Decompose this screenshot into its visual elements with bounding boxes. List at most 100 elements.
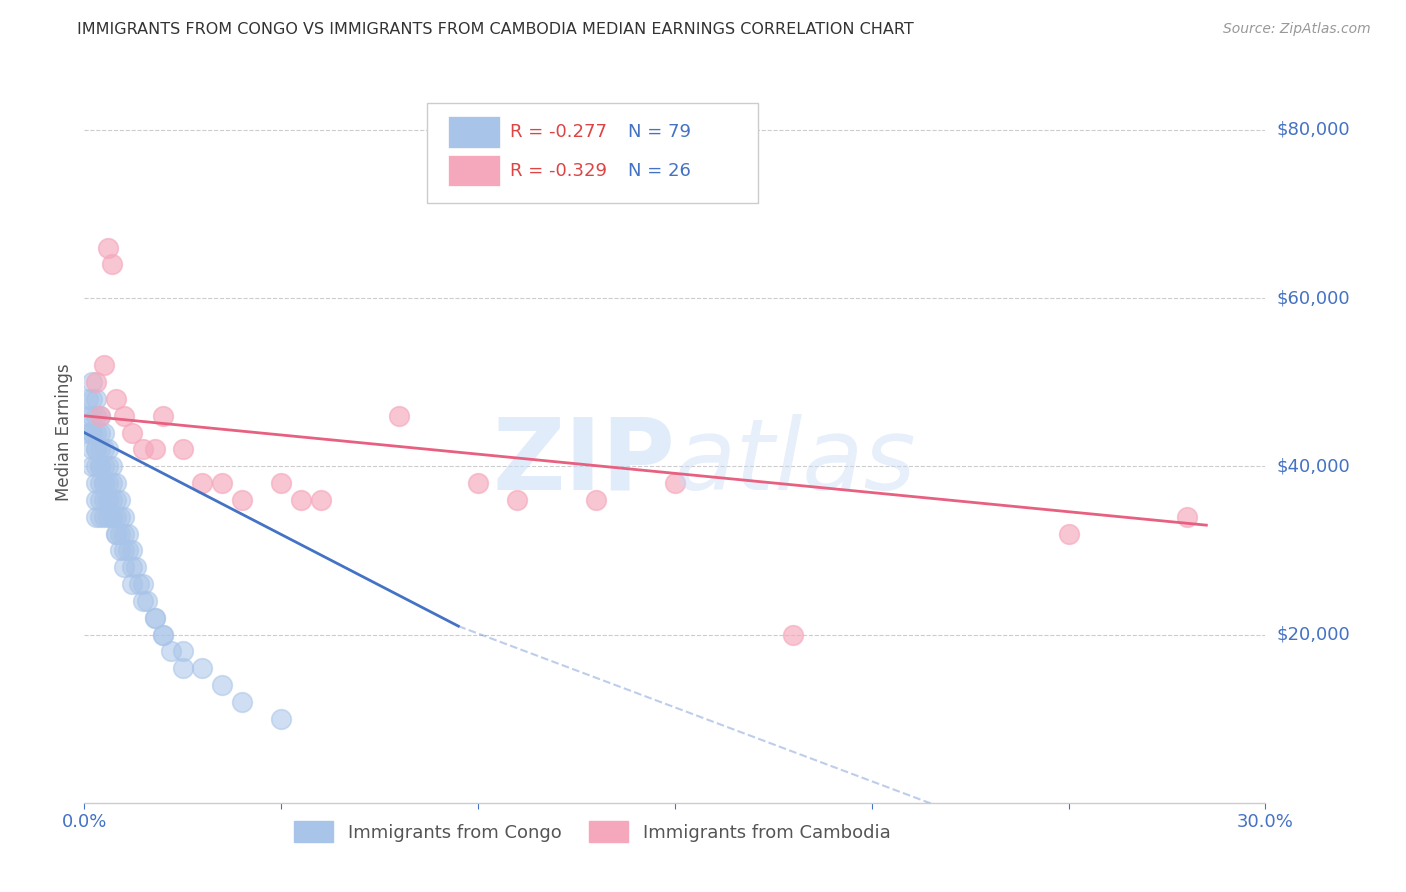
Congo — [101, 509, 124, 524]
Congo — [121, 560, 143, 574]
Congo — [97, 492, 120, 507]
Congo — [112, 526, 135, 541]
Congo — [89, 476, 111, 491]
Congo — [97, 492, 120, 507]
Congo — [112, 509, 135, 524]
Congo — [84, 509, 107, 524]
Text: IMMIGRANTS FROM CONGO VS IMMIGRANTS FROM CAMBODIA MEDIAN EARNINGS CORRELATION CH: IMMIGRANTS FROM CONGO VS IMMIGRANTS FROM… — [77, 22, 914, 37]
Congo — [84, 392, 107, 406]
Congo — [97, 442, 120, 457]
Congo — [77, 392, 100, 406]
Congo — [93, 476, 115, 491]
Congo — [89, 425, 111, 440]
Text: $80,000: $80,000 — [1277, 120, 1350, 139]
Congo — [84, 425, 107, 440]
Congo — [112, 543, 135, 558]
Congo — [152, 627, 174, 641]
Cambodia — [388, 409, 411, 423]
Text: atlas: atlas — [675, 414, 917, 511]
Cambodia — [585, 492, 607, 507]
Congo — [89, 409, 111, 423]
Congo — [93, 492, 115, 507]
Congo — [93, 442, 115, 457]
Cambodia — [97, 240, 120, 255]
Congo — [172, 644, 194, 658]
Text: $40,000: $40,000 — [1277, 458, 1350, 475]
Congo — [121, 577, 143, 591]
Congo — [160, 644, 183, 658]
Congo — [89, 509, 111, 524]
Cambodia — [782, 627, 804, 641]
Cambodia — [290, 492, 312, 507]
Congo — [84, 492, 107, 507]
Congo — [84, 409, 107, 423]
Congo — [89, 442, 111, 457]
Congo — [101, 492, 124, 507]
Congo — [84, 442, 107, 457]
Cambodia — [84, 375, 107, 389]
Congo — [82, 459, 104, 474]
Congo — [82, 425, 104, 440]
Text: Source: ZipAtlas.com: Source: ZipAtlas.com — [1223, 22, 1371, 37]
Congo — [128, 577, 150, 591]
Congo — [108, 492, 131, 507]
Congo — [112, 560, 135, 574]
Congo — [93, 509, 115, 524]
Congo — [89, 459, 111, 474]
Congo — [93, 459, 115, 474]
Congo — [124, 560, 146, 574]
Congo — [101, 459, 124, 474]
Congo — [101, 476, 124, 491]
Cambodia — [112, 409, 135, 423]
Cambodia — [506, 492, 529, 507]
Congo — [152, 627, 174, 641]
Cambodia — [152, 409, 174, 423]
Congo — [191, 661, 214, 675]
Congo — [82, 375, 104, 389]
Cambodia — [211, 476, 233, 491]
Cambodia — [93, 359, 115, 373]
Congo — [104, 526, 127, 541]
Congo — [108, 509, 131, 524]
Y-axis label: Median Earnings: Median Earnings — [55, 364, 73, 501]
Congo — [93, 425, 115, 440]
Congo — [77, 425, 100, 440]
Text: R = -0.329: R = -0.329 — [509, 161, 606, 179]
Congo — [97, 476, 120, 491]
FancyBboxPatch shape — [449, 155, 501, 186]
Congo — [231, 695, 253, 709]
Congo — [77, 409, 100, 423]
Cambodia — [1057, 526, 1080, 541]
Congo — [101, 509, 124, 524]
Cambodia — [309, 492, 332, 507]
Text: $60,000: $60,000 — [1277, 289, 1350, 307]
Text: N = 79: N = 79 — [627, 123, 690, 141]
Congo — [84, 476, 107, 491]
Congo — [104, 476, 127, 491]
Congo — [132, 577, 155, 591]
Cambodia — [664, 476, 686, 491]
Congo — [108, 526, 131, 541]
FancyBboxPatch shape — [449, 117, 501, 147]
Text: $20,000: $20,000 — [1277, 625, 1350, 643]
Congo — [270, 712, 292, 726]
Cambodia — [121, 425, 143, 440]
Cambodia — [172, 442, 194, 457]
Legend: Immigrants from Congo, Immigrants from Cambodia: Immigrants from Congo, Immigrants from C… — [287, 814, 898, 849]
Cambodia — [101, 257, 124, 271]
Congo — [82, 392, 104, 406]
Congo — [82, 425, 104, 440]
Congo — [143, 610, 166, 624]
Cambodia — [1175, 509, 1198, 524]
Cambodia — [132, 442, 155, 457]
Congo — [136, 594, 159, 608]
Cambodia — [89, 409, 111, 423]
Congo — [97, 459, 120, 474]
Text: N = 26: N = 26 — [627, 161, 690, 179]
Congo — [84, 442, 107, 457]
Congo — [132, 594, 155, 608]
Congo — [84, 459, 107, 474]
Congo — [121, 543, 143, 558]
Congo — [82, 409, 104, 423]
Congo — [104, 526, 127, 541]
